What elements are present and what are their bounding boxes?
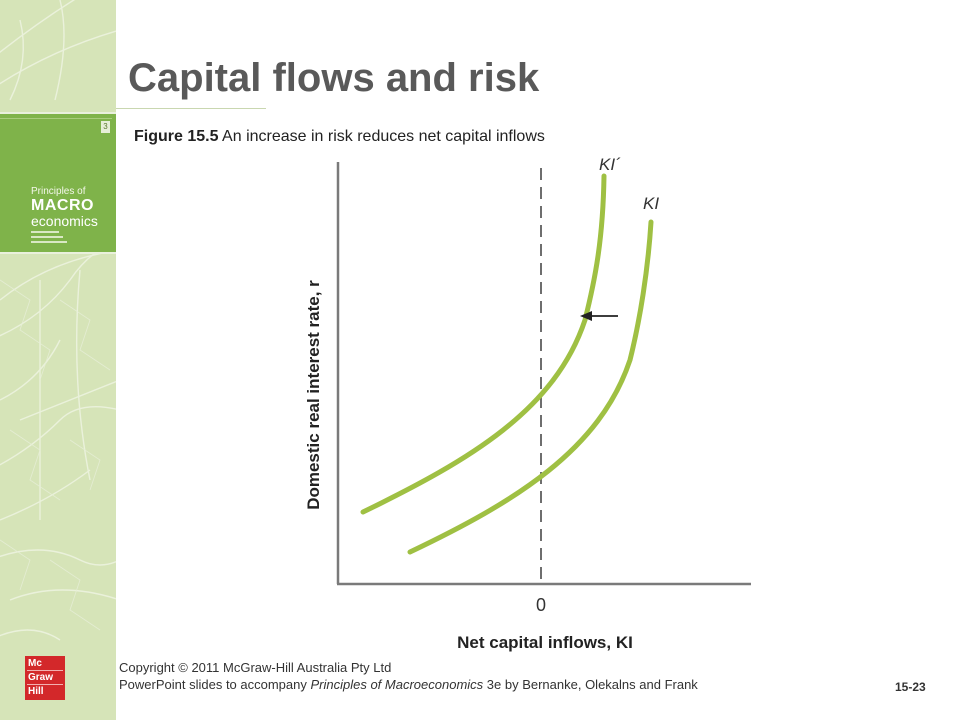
figure-caption-text: An increase in risk reduces net capital … — [222, 128, 545, 145]
book-cover: 3 Principles of MACRO economics — [0, 112, 116, 254]
book-title-line2: MACRO — [31, 197, 94, 214]
footer-slides-line: PowerPoint slides to accompany Principle… — [119, 676, 698, 693]
footer-slides-prefix: PowerPoint slides to accompany — [119, 677, 311, 692]
slide-title: Capital flows and risk — [128, 56, 540, 100]
footer-slides-suffix: 3e by Bernanke, Olekalns and Frank — [483, 677, 698, 692]
book-title-line3: economics — [31, 213, 98, 229]
left-shift-arrow — [580, 311, 618, 321]
book-top-rule — [0, 118, 112, 119]
y-axis-label: Domestic real interest rate, r — [304, 280, 323, 510]
title-underline — [116, 108, 266, 109]
ki-prime-curve — [360, 173, 607, 515]
page-number: 15-23 — [895, 680, 926, 694]
footer-credits: Copyright © 2011 McGraw-Hill Australia P… — [119, 659, 698, 693]
leaf-texture-sidebar: 3 Principles of MACRO economics — [0, 0, 116, 720]
capital-flows-diagram: KI´ KI 0 Net capital inflows, KI Domesti… — [304, 155, 751, 652]
book-title-line1: Principles of — [31, 186, 86, 197]
logo-line3: Hill — [28, 686, 44, 697]
logo-divider-2 — [27, 684, 63, 685]
logo-line1: Mc — [28, 658, 42, 669]
leaf-vein-pattern — [0, 0, 116, 641]
figure-caption: Figure 15.5 An increase in risk reduces … — [134, 128, 545, 146]
logo-line2: Graw — [28, 672, 54, 683]
ki-prime-label: KI´ — [599, 155, 621, 174]
footer-copyright: Copyright © 2011 McGraw-Hill Australia P… — [119, 660, 392, 675]
footer-book-title: Principles of Macroeconomics — [310, 677, 484, 692]
mcgraw-hill-logo: Mc Graw Hill — [25, 656, 65, 700]
book-authors — [31, 231, 81, 246]
x-axis-label: Net capital inflows, KI — [457, 633, 633, 652]
ki-label: KI — [643, 194, 659, 213]
figure-label: Figure 15.5 — [134, 128, 219, 145]
logo-divider-1 — [27, 670, 63, 671]
book-edition-badge: 3 — [101, 121, 110, 133]
ki-curve — [407, 219, 654, 555]
origin-label: 0 — [536, 595, 546, 615]
